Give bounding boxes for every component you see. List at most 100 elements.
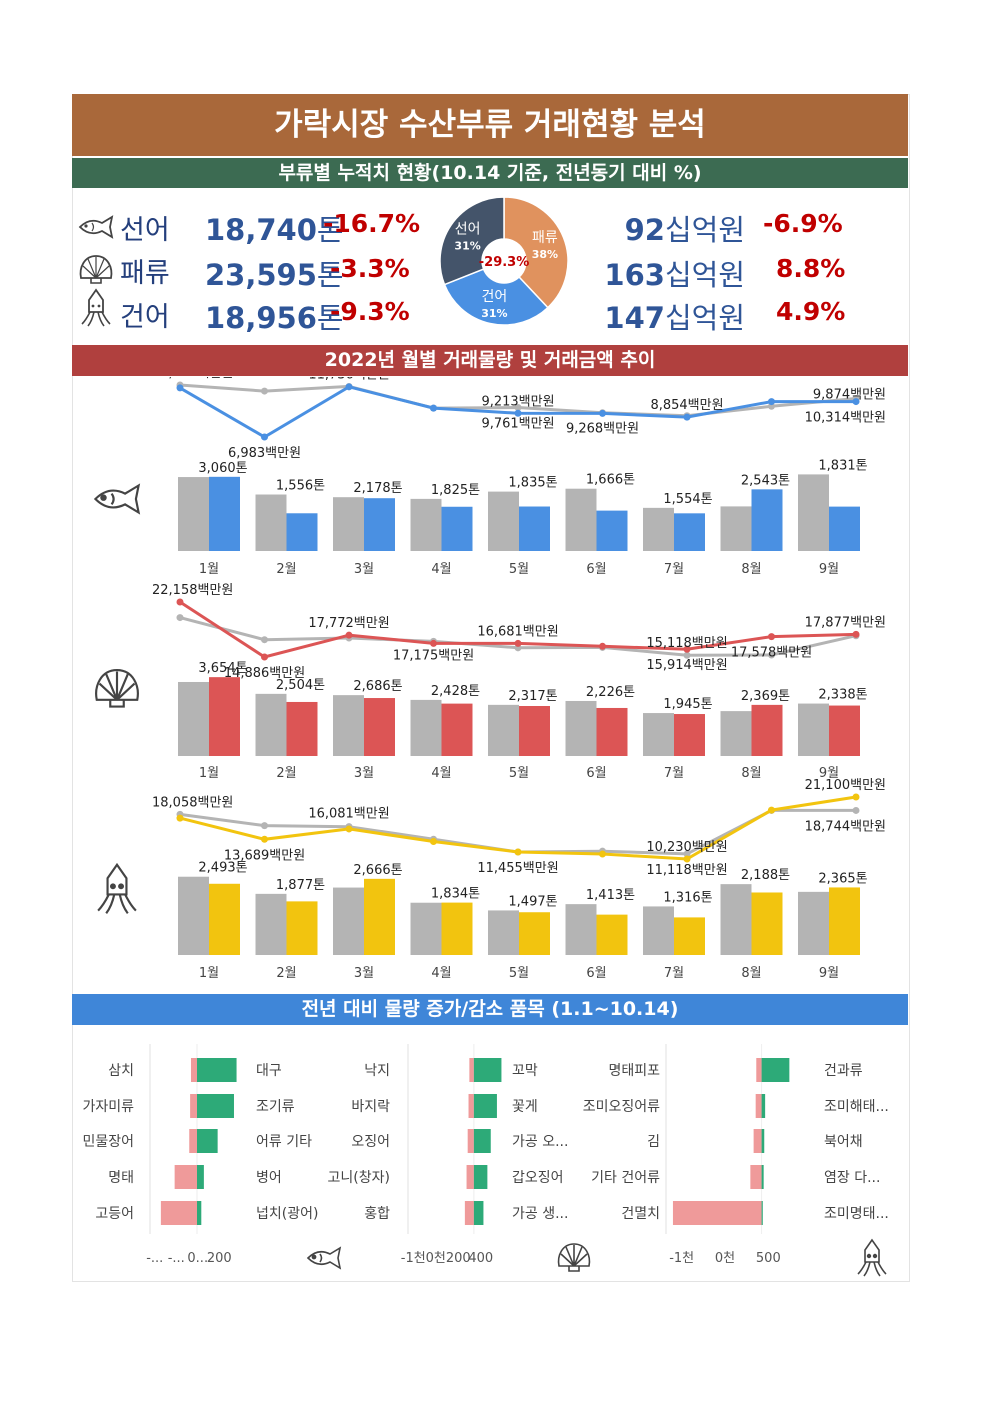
squid-icon [81,288,111,327]
bar-label-패류-7: 2,369톤 [741,689,790,704]
amount-point-건어-1-3 [430,837,437,845]
bar-label-선어-8: 1,831톤 [818,458,867,473]
tons-value-fish: 18,740톤 [205,213,344,247]
bar-label-패류-1: 2,504톤 [276,678,325,693]
amount-label-선어-7: 10,314백만원 [805,411,886,426]
bar-건어-6-1 [674,917,705,955]
bar-패류-2-0 [333,695,364,756]
bar-label-선어-6: 1,554톤 [663,492,712,507]
month-label-선어-6: 7월 [664,562,684,577]
decrease-bar-건어-3 [750,1165,762,1189]
decrease-label-선어-3: 명태 [108,1170,134,1186]
bar-건어-1-1 [286,901,318,955]
amount-point-건어-1-0 [176,814,184,822]
bar-건어-8-1 [829,887,860,955]
bar-선어-1-1 [286,513,318,551]
bar-label-선어-1: 1,556톤 [276,479,325,494]
amount-label-선어-2: 11,736백만원 [308,377,389,382]
increase-bar-선어-1 [197,1094,234,1118]
increase-label-패류-2: 가공 오... [512,1134,568,1150]
donut-slice-pct-1: 38% [532,248,558,261]
amount-value-squid: 147십억원 [604,301,745,335]
amount-point-선어-1-8 [852,398,860,406]
month-label-선어-0: 1월 [199,562,219,577]
tons-value-squid: 18,956톤 [205,301,344,335]
bar-건어-3-1 [441,902,473,955]
bar-건어-8-0 [798,891,829,955]
shell-icon [95,669,139,708]
item-tick-선어-2: 0... [187,1251,208,1266]
amount-label-건어-7: 18,744백만원 [805,819,886,834]
bar-선어-2-0 [333,497,364,551]
amount-label-패류-8: 17,877백만원 [805,615,886,630]
amount-label-건어-5: 11,118백만원 [646,863,727,878]
monthly-panel-패류: 3,654톤 1월 2,504톤 2월 2,686톤 3월 2,428톤 4월 2,317톤 5월… [95,583,886,781]
amount-label-건어-6: 21,100백만원 [805,778,886,793]
bar-건어-5-0 [565,904,597,955]
donut-slice-label-1: 패류 [532,230,558,246]
amount-point-패류-0-7 [768,651,775,659]
bar-패류-3-0 [410,699,442,756]
share-donut-chart: 패류 38% 건어 31% 선어 31% -29.3% [439,196,569,326]
month-label-건어-5: 6월 [586,966,606,981]
tons-pct-shell: -3.3% [330,254,410,283]
amount-value-shell: 163십억원 [604,258,745,292]
month-label-선어-8: 9월 [819,562,839,577]
month-label-건어-8: 9월 [819,966,839,981]
increase-bar-패류-4 [473,1201,484,1225]
amount-point-패류-1-8 [852,630,860,638]
tons-pct-fish: -16.7% [323,209,421,238]
amount-point-건어-1-7 [768,806,775,814]
amount-point-패류-0-1 [261,636,268,644]
item-tick-패류-1: 0천 [426,1251,446,1266]
increase-label-패류-1: 꽃게 [512,1099,538,1115]
amount-point-건어-1-1 [261,835,268,843]
amount-point-건어-1-8 [852,793,860,801]
decrease-label-선어-4: 고등어 [95,1206,134,1222]
bar-패류-4-1 [519,706,550,756]
amount-pct-shell: 8.8% [776,254,846,283]
bar-건어-5-1 [596,914,628,955]
decrease-bar-건어-0 [756,1058,762,1082]
decrease-label-패류-1: 바지락 [351,1099,390,1115]
increase-label-패류-4: 가공 생... [512,1206,568,1222]
bar-label-건어-0: 2,493톤 [198,861,247,876]
donut-slice-pct-2: 31% [481,307,507,320]
section-header-monthly: 2022년 월별 거래물량 및 거래금액 추이 [72,345,908,376]
bar-선어-8-1 [829,506,860,551]
bar-건어-4-1 [519,912,550,955]
amount-label-건어-4: 10,230백만원 [646,840,727,855]
month-label-건어-1: 2월 [276,966,296,981]
amount-label-패류-2: 17,772백만원 [308,616,389,631]
increase-label-건어-1: 조미해태... [824,1099,889,1115]
item-tick-패류-3: 400 [468,1251,493,1266]
monthly-panel-선어: 3,060톤 1월 1,556톤 2월 2,178톤 3월 1,825톤 4월 1,835톤 5월… [93,377,886,577]
amount-point-선어-1-4 [514,409,522,417]
amount-label-패류-7: 17,578백만원 [731,646,812,661]
bar-label-선어-7: 2,543톤 [741,473,790,488]
amount-point-건어-1-4 [514,848,522,856]
month-label-패류-4: 5월 [509,766,529,781]
amount-label-패류-0: 22,158백만원 [152,583,233,598]
bar-선어-5-0 [565,488,597,551]
monthly-trend-charts: 3,060톤 1월 1,556톤 2월 2,178톤 3월 1,825톤 4월 1,835톤 5월… [93,377,886,981]
bar-건어-2-1 [364,878,395,955]
increase-label-선어-0: 대구 [256,1063,282,1079]
bar-선어-8-0 [798,474,829,551]
bar-건어-3-0 [410,902,442,955]
bar-label-패류-4: 2,317톤 [508,689,557,704]
decrease-label-선어-1: 가자미류 [82,1099,134,1115]
bar-label-패류-5: 2,226톤 [586,685,635,700]
bar-패류-0-0 [178,681,209,756]
bar-패류-6-1 [674,714,705,756]
amount-point-패류-1-6 [683,645,691,653]
amount-value-fish: 92십억원 [624,213,745,247]
amount-label-건어-0: 18,058백만원 [152,795,233,810]
bar-label-패류-2: 2,686톤 [353,679,402,694]
amount-label-선어-5: 9,268백만원 [566,422,639,437]
decrease-bar-선어-3 [174,1165,197,1189]
section-header-items: 전년 대비 물량 증가/감소 품목 (1.1~10.14) [72,994,908,1025]
